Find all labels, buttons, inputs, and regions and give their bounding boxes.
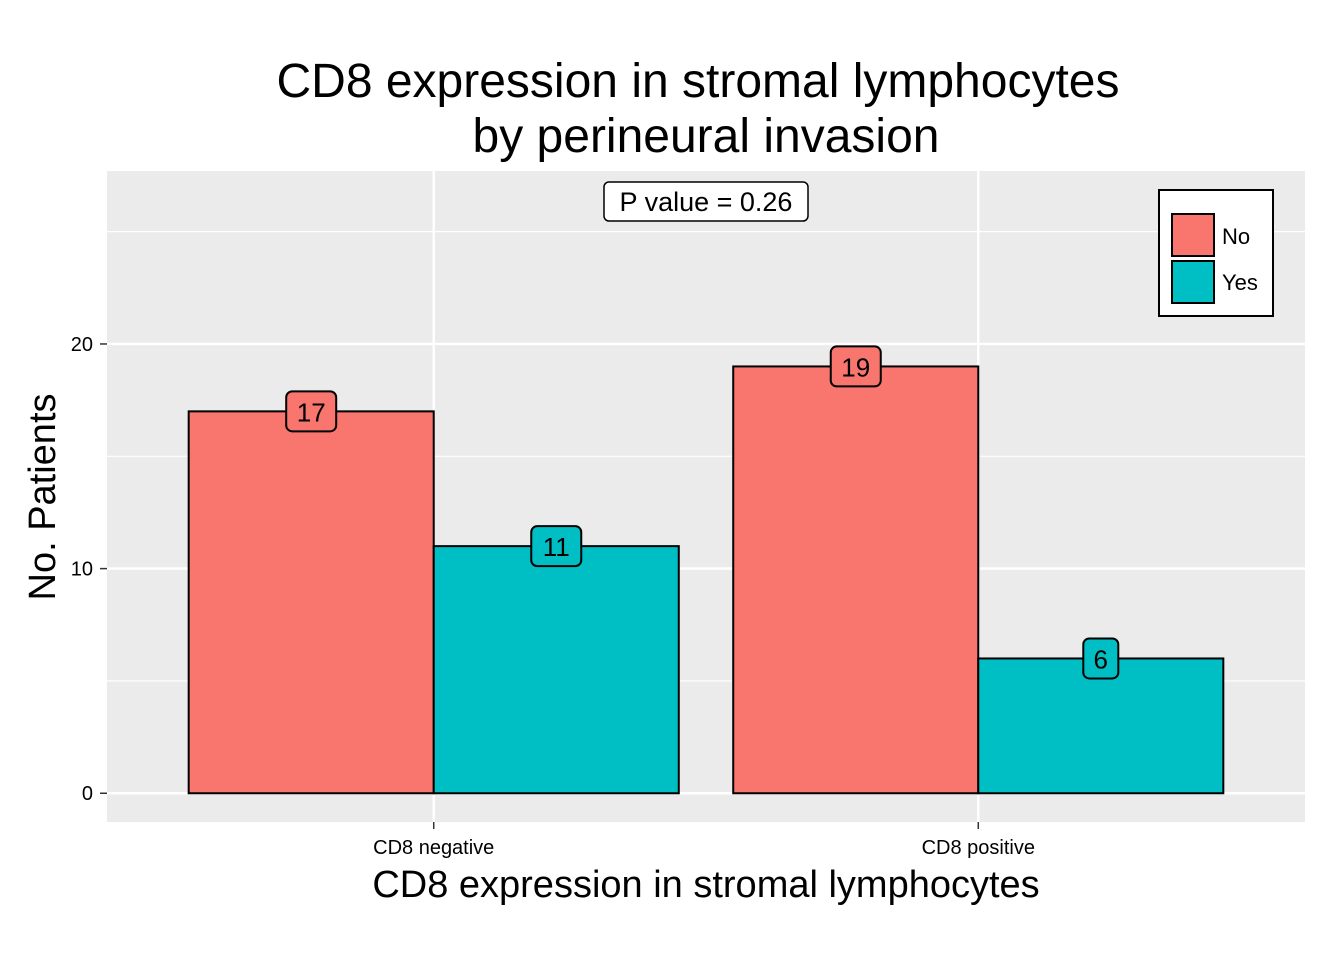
- legend-label-no: No: [1222, 224, 1250, 249]
- y-tick-label: 10: [71, 559, 93, 581]
- legend-key-no: [1171, 213, 1215, 257]
- data-label: 11: [543, 532, 570, 562]
- y-tick-label: 0: [82, 783, 93, 805]
- data-label: 6: [1094, 644, 1108, 674]
- bar-yes-1: [432, 545, 680, 795]
- chart-title-line-1: CD8 expression in stromal lymphocytes: [277, 55, 1120, 108]
- data-label: 19: [841, 352, 870, 382]
- x-axis: CD8 negative CD8 positive: [373, 822, 1035, 859]
- x-axis-title: CD8 expression in stromal lymphocytes: [372, 864, 1039, 906]
- legend-label-yes: Yes: [1222, 270, 1258, 295]
- x-tick-label: CD8 negative: [373, 837, 494, 859]
- legend: No Yes: [1158, 189, 1274, 317]
- data-label-box: [829, 345, 882, 388]
- y-axis: 0 10 20: [71, 334, 107, 805]
- chart-title-line-2: by perineural invasion: [473, 110, 940, 163]
- data-labels: 17 11 19 6: [285, 345, 1120, 680]
- bar-yes-2: [977, 657, 1225, 795]
- data-label-box: [530, 525, 583, 568]
- p-value-box: [603, 181, 809, 222]
- data-label: 17: [297, 397, 326, 427]
- p-value-annotation: P value = 0.26: [603, 181, 809, 222]
- y-axis-title: No. Patients: [22, 394, 64, 601]
- x-tick-label: CD8 positive: [922, 837, 1035, 859]
- y-tick-label: 20: [71, 334, 93, 356]
- data-label-box: [1082, 637, 1120, 680]
- bars: [187, 365, 1225, 795]
- p-value-label: P value = 0.26: [620, 187, 793, 217]
- bar-no-1: [187, 410, 435, 795]
- legend-key-yes: [1171, 260, 1215, 304]
- bar-no-2: [732, 365, 980, 795]
- data-label-box: [285, 390, 338, 433]
